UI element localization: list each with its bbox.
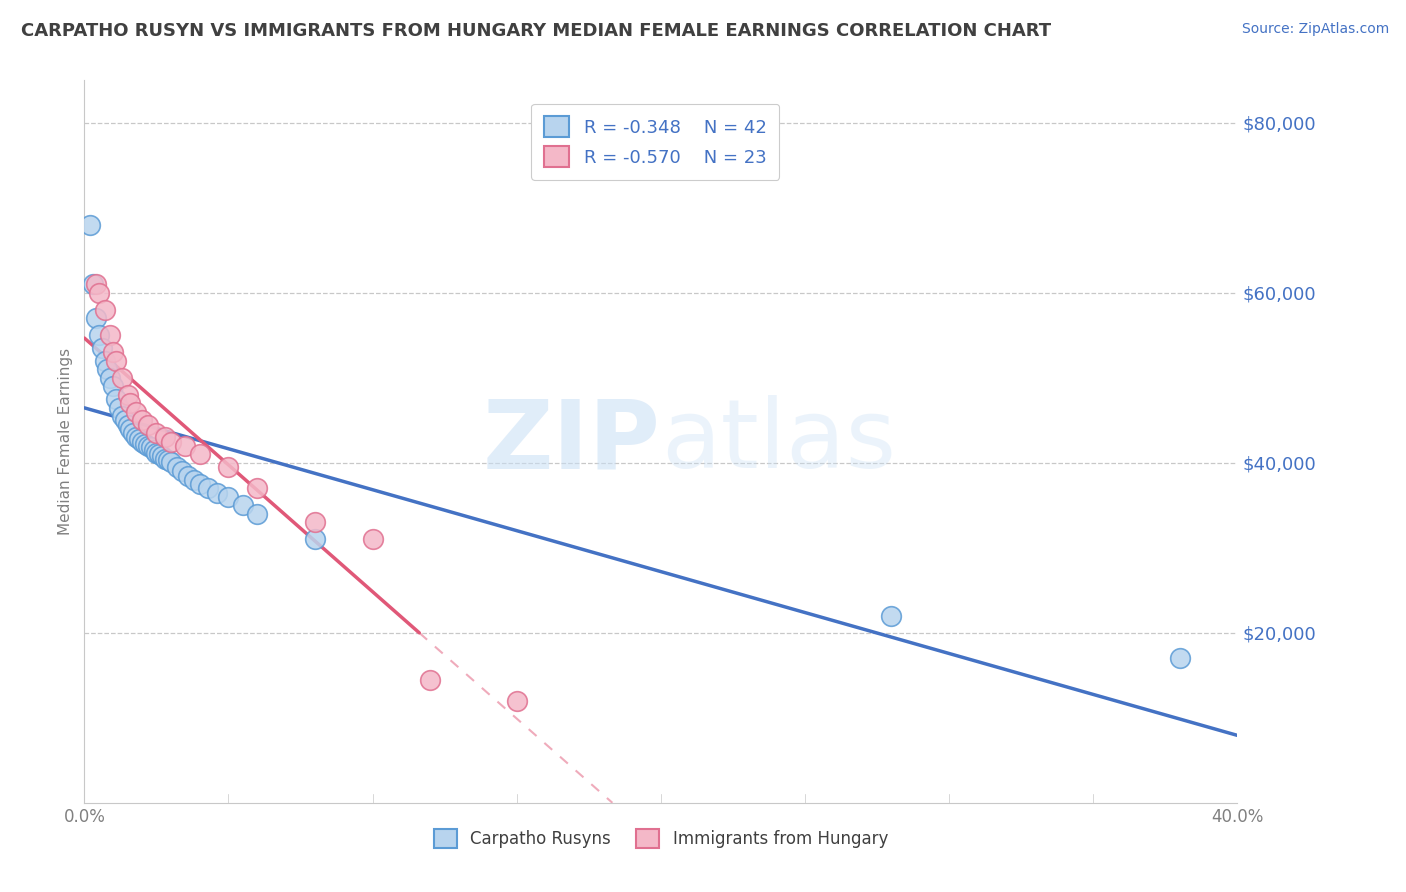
Point (177, 468, 200, 483)
Point (142, 443, 165, 458)
Point (197, 481, 219, 495)
Text: ZIP: ZIP (482, 395, 661, 488)
Point (419, 673, 441, 687)
Point (136, 439, 159, 453)
Point (105, 353, 128, 368)
Point (232, 498, 254, 512)
Point (160, 455, 183, 469)
Point (131, 434, 153, 449)
Point (246, 507, 269, 521)
Point (205, 485, 228, 500)
Point (218, 490, 240, 504)
Point (111, 409, 134, 423)
Point (145, 445, 167, 459)
Point (98, 328, 121, 343)
Point (156, 453, 179, 467)
Point (122, 425, 145, 440)
Point (117, 417, 139, 432)
Point (120, 396, 142, 410)
Point (90, 341, 112, 355)
Point (150, 449, 173, 463)
Point (105, 392, 128, 406)
Point (153, 451, 176, 466)
Point (246, 481, 269, 495)
Point (93, 302, 115, 317)
Point (188, 477, 211, 491)
Point (172, 464, 194, 478)
Point (139, 441, 162, 455)
Point (361, 533, 384, 547)
Point (96, 362, 118, 376)
Point (84, 311, 107, 326)
Point (1168, 651, 1191, 665)
Point (134, 437, 156, 451)
Point (880, 608, 903, 623)
Point (87, 285, 110, 300)
Point (108, 401, 131, 415)
Text: atlas: atlas (661, 395, 896, 488)
Point (174, 439, 197, 453)
Text: Source: ZipAtlas.com: Source: ZipAtlas.com (1241, 22, 1389, 37)
Point (84, 277, 107, 292)
Point (120, 422, 142, 436)
Point (166, 460, 188, 475)
Point (128, 432, 150, 446)
Point (304, 516, 326, 530)
Point (160, 434, 183, 449)
Point (125, 405, 148, 419)
Point (131, 413, 153, 427)
Point (125, 430, 148, 444)
Y-axis label: Median Female Earnings: Median Female Earnings (58, 348, 73, 535)
Point (148, 447, 170, 461)
Point (506, 694, 529, 708)
Point (117, 388, 139, 402)
Point (218, 460, 240, 475)
Point (103, 345, 124, 359)
Text: CARPATHO RUSYN VS IMMIGRANTS FROM HUNGARY MEDIAN FEMALE EARNINGS CORRELATION CHA: CARPATHO RUSYN VS IMMIGRANTS FROM HUNGAR… (21, 22, 1052, 40)
Legend: Carpatho Rusyns, Immigrants from Hungary: Carpatho Rusyns, Immigrants from Hungary (422, 817, 900, 860)
Point (153, 430, 176, 444)
Point (103, 379, 124, 393)
Point (79, 218, 101, 232)
Point (136, 417, 159, 432)
Point (114, 413, 136, 427)
Point (111, 371, 134, 385)
Point (188, 447, 211, 461)
Point (304, 533, 326, 547)
Point (87, 328, 110, 343)
Point (98, 371, 121, 385)
Point (145, 425, 167, 440)
Point (82, 277, 104, 292)
Point (93, 353, 115, 368)
Point (183, 473, 205, 487)
